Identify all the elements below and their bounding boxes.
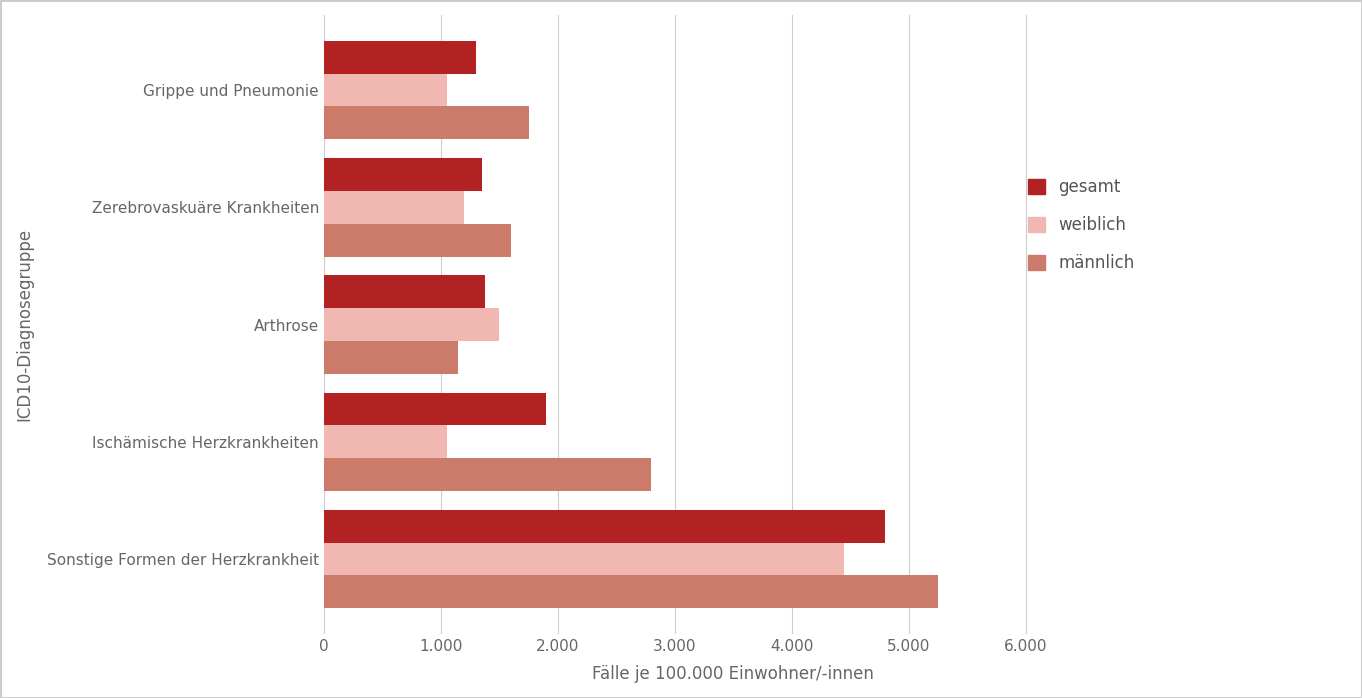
Bar xyxy=(324,510,885,542)
Bar xyxy=(324,542,844,575)
Bar xyxy=(324,425,447,458)
Bar xyxy=(324,575,938,608)
Bar xyxy=(324,191,464,223)
Bar xyxy=(324,308,500,341)
Bar xyxy=(324,40,475,73)
Bar xyxy=(324,275,485,308)
Bar xyxy=(324,73,447,107)
Bar xyxy=(324,107,528,140)
Bar xyxy=(324,341,459,373)
Bar xyxy=(324,392,546,425)
Legend: gesamt, weiblich, männlich: gesamt, weiblich, männlich xyxy=(1028,178,1135,272)
Bar xyxy=(324,223,511,256)
X-axis label: Fälle je 100.000 Einwohner/-innen: Fälle je 100.000 Einwohner/-innen xyxy=(592,665,874,683)
Bar xyxy=(324,458,651,491)
Bar xyxy=(324,158,482,191)
Y-axis label: ICD10-Diagnosegruppe: ICD10-Diagnosegruppe xyxy=(15,228,33,421)
